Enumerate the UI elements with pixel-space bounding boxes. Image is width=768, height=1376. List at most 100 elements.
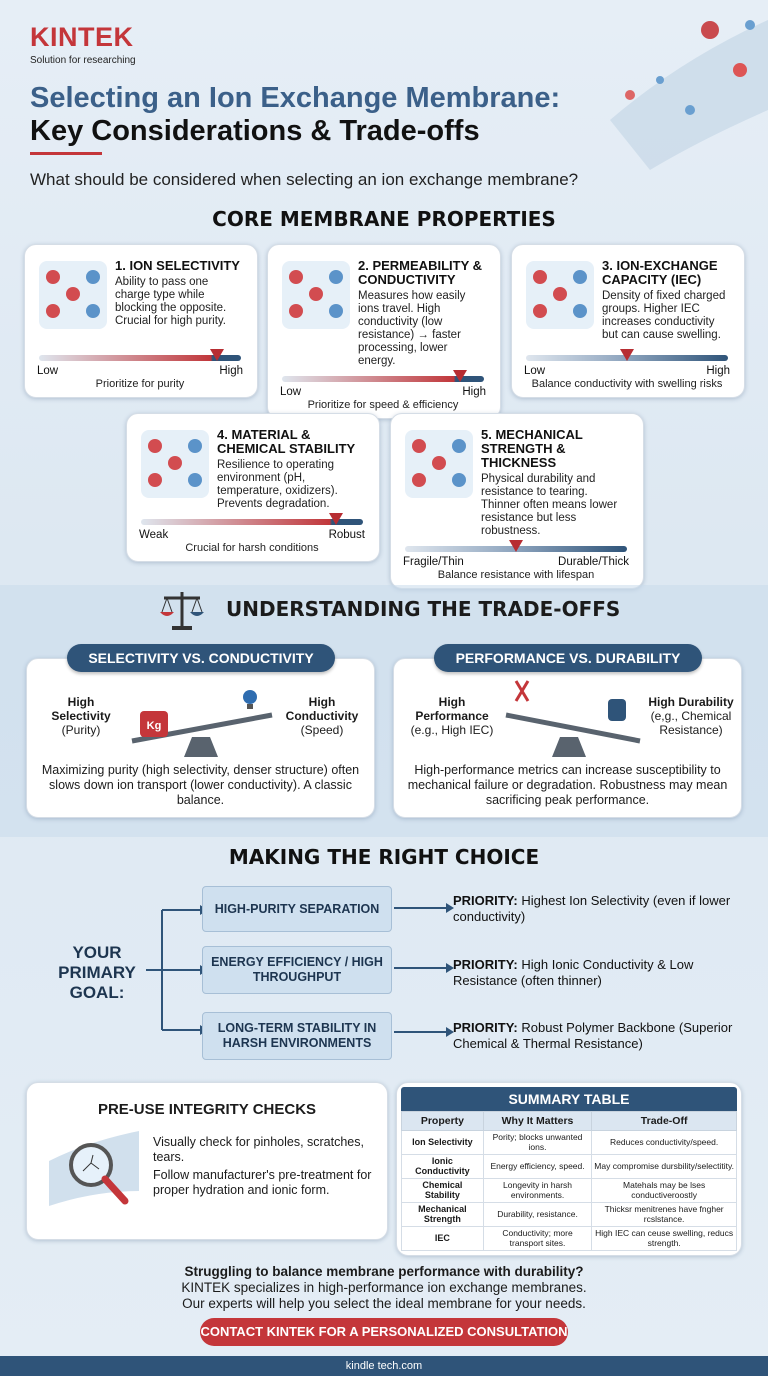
priority-key: PRIORITY: xyxy=(453,957,518,972)
card-text: 2. PERMEABILITY & CONDUCTIVITY Measures … xyxy=(358,259,486,368)
tradeoff-desc: High-performance metrics can increase su… xyxy=(407,763,728,807)
high-label: High xyxy=(706,365,730,377)
integrity-line-2: Follow manufacturer's pre-treatment for … xyxy=(153,1168,372,1197)
table-cell: Pority; blocks unwanted ions. xyxy=(482,1130,593,1155)
property-card-ion-exchange-capacity: 3. ION-EXCHANGE CAPACITY (IEC) Density o… xyxy=(511,244,745,398)
integrity-text: Visually check for pinholes, scratches, … xyxy=(153,1135,381,1198)
balance-scale-icon xyxy=(160,592,204,630)
priority-text: Robust Polymer Backbone (Superior Chemic… xyxy=(453,1020,733,1051)
summary-table-card: SUMMARY TABLE Property Why It Matters Trad… xyxy=(396,1082,742,1256)
column-header: Property xyxy=(401,1111,484,1131)
table-row: Ionic Conductivity Energy efficiency, spe… xyxy=(401,1154,737,1179)
column-header: Why It Matters xyxy=(482,1111,593,1131)
card-title: 3. ION-EXCHANGE CAPACITY (IEC) xyxy=(602,258,718,287)
tradeoffs-heading: UNDERSTANDING THE TRADE-OFFS xyxy=(226,597,621,621)
level-marker xyxy=(209,349,224,361)
seesaw-icon: Kg xyxy=(131,690,273,757)
high-label: High xyxy=(219,365,243,377)
high-label: Robust xyxy=(328,529,365,541)
priority-text: Highest Ion Selectivity (even if lower c… xyxy=(453,893,731,924)
card-title: 5. MECHANICAL STRENGTH & THICKNESS xyxy=(481,427,583,470)
card-note: Crucial for harsh conditions xyxy=(185,542,319,554)
priority-1: PRIORITY: Highest Ion Selectivity (even … xyxy=(453,893,743,925)
card-description: Resilience to operating environment (pH,… xyxy=(217,459,338,510)
table-cell: Durability, resistance. xyxy=(482,1202,593,1227)
table-cell: Ion Selectivity xyxy=(401,1130,484,1155)
card-top: 5. MECHANICAL STRENGTH & THICKNESS Physi… xyxy=(403,428,629,538)
level-bar xyxy=(141,513,363,525)
table-row: Ion Selectivity Pority; blocks unwanted i… xyxy=(401,1130,737,1155)
low-label: Weak xyxy=(139,529,169,541)
level-marker xyxy=(620,349,634,361)
membrane-illustration xyxy=(610,20,768,170)
card-level: Fragile/Thin Durable/Thick Balance resist… xyxy=(403,538,629,582)
card-top: 1. ION SELECTIVITY Ability to pass one c… xyxy=(37,259,243,331)
seesaw-icon xyxy=(505,680,641,757)
right-label: High Conductivity xyxy=(285,695,359,723)
card-description: Ability to pass one charge type while bl… xyxy=(115,276,227,327)
property-card-mechanical-strength: 5. MECHANICAL STRENGTH & THICKNESS Physi… xyxy=(390,413,644,589)
level-marker xyxy=(329,513,344,525)
title-block: Selecting an Ion Exchange Membrane: Key … xyxy=(30,82,730,148)
card-text: 4. MATERIAL & CHEMICAL STABILITY Resilie… xyxy=(217,428,365,511)
ion-channel-icon xyxy=(282,261,350,329)
right-sub: (e,g., Chemical Resistance) xyxy=(650,709,732,737)
table-cell: Longevity in harsh environments. xyxy=(482,1178,593,1203)
card-title: 1. ION SELECTIVITY xyxy=(115,258,240,273)
card-text: 5. MECHANICAL STRENGTH & THICKNESS Physi… xyxy=(481,428,629,538)
summary-table: Property Why It Matters Trade-Off Ion Selec… xyxy=(401,1111,737,1251)
priority-3: PRIORITY: Robust Polymer Backbone (Super… xyxy=(453,1020,743,1052)
logo-tagline: Solution for researching xyxy=(30,55,136,66)
card-title: 2. PERMEABILITY & CONDUCTIVITY xyxy=(358,258,483,287)
card-title: 4. MATERIAL & CHEMICAL STABILITY xyxy=(217,427,356,456)
contact-button[interactable]: CONTACT KINTEK FOR A PERSONALIZED CONSUL… xyxy=(200,1318,568,1346)
tradeoff-pill-selectivity-conductivity: SELECTIVITY VS. CONDUCTIVITY xyxy=(67,644,335,672)
high-label: Durable/Thick xyxy=(558,556,629,568)
subtitle-question: What should be considered when selecting… xyxy=(30,170,579,189)
cta-line-2: Our experts will help you select the ide… xyxy=(182,1296,586,1311)
table-cell: IEC xyxy=(401,1226,484,1251)
tradeoff-desc: Maximizing purity (high selectivity, den… xyxy=(41,763,360,807)
tradeoff-pill-performance-durability: PERFORMANCE VS. DURABILITY xyxy=(434,644,702,672)
title-line-1: Selecting an Ion Exchange Membrane: xyxy=(30,82,561,114)
compressed-membrane-icon xyxy=(405,430,473,498)
summary-table-title: SUMMARY TABLE xyxy=(401,1087,737,1111)
integrity-line-1: Visually check for pinholes, scratches, … xyxy=(153,1135,364,1164)
table-cell: Matehals may be lses conductiveroostly xyxy=(591,1178,737,1203)
table-cell: High IEC can ceuse swelling, reducs stre… xyxy=(591,1226,737,1251)
card-level: Low High Balance conductivity with swelli… xyxy=(524,347,730,391)
level-marker xyxy=(509,540,523,552)
footer-url[interactable]: kindle tech.com xyxy=(0,1356,768,1376)
priority-key: PRIORITY: xyxy=(453,893,518,908)
card-text: 1. ION SELECTIVITY Ability to pass one c… xyxy=(115,259,243,331)
cta-line-1: KINTEK specializes in high-performance i… xyxy=(181,1280,587,1295)
table-cell: Thicksr menitrenes have fngher rcslstanc… xyxy=(591,1202,737,1227)
priority-text: High Ionic Conductivity & Low Resistance… xyxy=(453,957,694,988)
cta-question: Struggling to balance membrane performan… xyxy=(184,1264,584,1279)
column-header: Trade-Off xyxy=(591,1111,737,1131)
card-level: Low High Prioritize for purity xyxy=(37,347,243,391)
property-card-ion-selectivity: 1. ION SELECTIVITY Ability to pass one c… xyxy=(24,244,258,398)
table-cell: Conductivity; more transport sites. xyxy=(482,1226,593,1251)
tradeoff-card-selectivity-conductivity: High Selectivity (Purity) High Conductivi… xyxy=(26,658,375,818)
card-note: Prioritize for purity xyxy=(95,378,185,390)
card-level: Weak Robust Crucial for harsh conditions xyxy=(139,511,365,555)
option-high-purity: HIGH-PURITY SEPARATION xyxy=(202,886,392,932)
low-label: Fragile/Thin xyxy=(403,556,464,568)
card-text: 3. ION-EXCHANGE CAPACITY (IEC) Density o… xyxy=(602,259,730,342)
integrity-checks-card: PRE-USE INTEGRITY CHECKS Visually check … xyxy=(26,1082,388,1240)
level-bar xyxy=(39,349,241,361)
low-label: Low xyxy=(37,365,59,377)
integrity-heading: PRE-USE INTEGRITY CHECKS xyxy=(97,1101,317,1118)
table-row: Chemical Stability Longevity in harsh env… xyxy=(401,1178,737,1203)
membrane-ions-icon xyxy=(39,261,107,329)
table-cell: Reduces conductivity/speed. xyxy=(591,1130,737,1155)
core-heading: CORE MEMBRANE PROPERTIES xyxy=(212,207,556,231)
card-description: Measures how easily ions travel. High co… xyxy=(358,290,466,367)
level-bar xyxy=(405,540,627,552)
table-cell: Ionic Conductivity xyxy=(401,1154,484,1179)
right-sub: (Speed) xyxy=(300,723,344,737)
left-sub: (Purity) xyxy=(61,723,101,737)
left-label: High Selectivity xyxy=(51,695,111,723)
level-bar xyxy=(282,370,484,382)
